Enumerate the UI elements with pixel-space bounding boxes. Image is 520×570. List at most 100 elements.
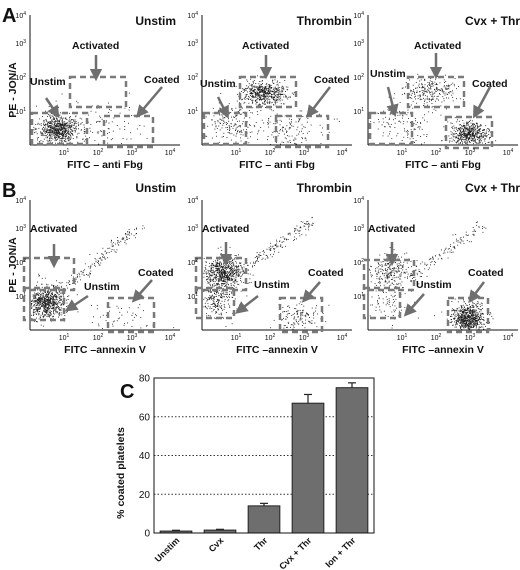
event-dot (239, 120, 240, 122)
event-dot (52, 127, 54, 129)
event-dot (226, 122, 227, 124)
event-dot (290, 142, 291, 143)
event-dot (68, 138, 70, 140)
event-dot (230, 112, 232, 113)
panel-a: Unstim PE - JON/A Unstim Activated Coate… (7, 11, 520, 171)
event-dot (59, 308, 61, 310)
event-dot (229, 296, 231, 298)
event-dot (121, 238, 123, 240)
event-dot (75, 283, 76, 285)
event-dot (263, 89, 265, 90)
event-dot (232, 287, 234, 289)
event-dot (407, 277, 408, 279)
event-dot (460, 124, 461, 126)
event-dot (212, 309, 214, 311)
event-dot (223, 281, 225, 282)
event-dot (233, 262, 235, 264)
event-dot (142, 225, 144, 227)
event-dot (43, 299, 45, 301)
event-dot (240, 133, 242, 135)
event-dot (59, 131, 60, 133)
event-dot (235, 278, 237, 280)
event-dot (203, 298, 205, 300)
event-dot (419, 99, 421, 101)
event-dot (464, 141, 465, 143)
event-dot (205, 307, 207, 309)
event-dot (250, 89, 252, 91)
event-dot (68, 280, 70, 282)
event-dot (250, 282, 252, 283)
event-dot (224, 281, 226, 283)
event-dot (235, 141, 237, 143)
event-dot (471, 318, 473, 320)
event-dot (44, 129, 46, 131)
event-dot (458, 138, 460, 140)
event-dot (34, 132, 35, 134)
event-dot (234, 123, 236, 125)
event-dot (68, 127, 70, 128)
event-dot (213, 115, 215, 117)
gate-coated (274, 114, 330, 149)
event-dot (463, 132, 465, 134)
event-dot (436, 98, 438, 100)
event-dot (458, 120, 460, 122)
event-dot (46, 313, 48, 314)
event-dot (60, 125, 62, 127)
event-dot (268, 90, 270, 92)
event-dot (39, 296, 41, 297)
event-dot (214, 281, 216, 283)
event-dot (227, 266, 229, 268)
event-dot (239, 126, 241, 128)
event-dot (127, 233, 129, 235)
event-dot (36, 317, 37, 319)
event-dot (65, 125, 67, 127)
event-dot (219, 129, 221, 131)
x-tick-label: 103 (465, 148, 476, 157)
event-dot (34, 311, 36, 313)
event-dot (235, 128, 237, 130)
event-dot (243, 129, 244, 131)
y-tick-label: 104 (15, 11, 26, 20)
event-dot (381, 264, 383, 266)
event-dot (251, 93, 253, 95)
event-dot (277, 120, 279, 122)
event-dot (48, 304, 50, 306)
event-dot (463, 99, 464, 101)
event-dot (376, 274, 378, 276)
event-dot (463, 137, 465, 138)
event-dot (136, 228, 137, 230)
event-dot (208, 315, 210, 316)
event-dot (77, 133, 79, 135)
x-axis-label: FITC – anti Fbg (239, 159, 315, 171)
event-dot (218, 279, 220, 280)
event-dot (407, 131, 409, 132)
event-dot (250, 136, 251, 138)
event-dot (266, 257, 268, 259)
event-dot (56, 117, 57, 119)
event-dot (225, 127, 227, 129)
event-dot (396, 263, 398, 265)
event-dot (437, 75, 439, 77)
event-dot (231, 267, 233, 269)
event-dot (257, 98, 259, 99)
event-dot (397, 283, 399, 285)
event-dot (220, 275, 222, 277)
event-dot (387, 263, 389, 265)
event-dot (262, 102, 264, 104)
event-dot (240, 113, 242, 115)
event-dot (263, 88, 265, 90)
event-dot (468, 131, 470, 133)
x-tick-label: 103 (299, 333, 310, 342)
event-dot (216, 312, 218, 314)
event-dot (43, 304, 45, 305)
event-dot (282, 94, 284, 95)
event-dot (95, 261, 97, 263)
event-dot (422, 90, 424, 92)
event-dot (215, 305, 217, 307)
event-dot (97, 104, 99, 106)
event-dot (293, 321, 295, 323)
event-dot (84, 128, 85, 130)
event-dot (233, 276, 235, 278)
event-dot (483, 135, 485, 137)
event-dot (382, 265, 384, 267)
